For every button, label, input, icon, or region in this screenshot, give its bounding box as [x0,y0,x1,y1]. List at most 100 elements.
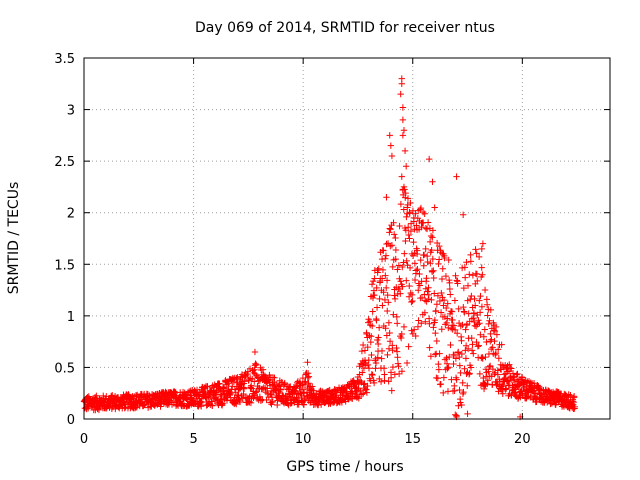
data-point [458,401,465,409]
data-point [376,295,383,303]
data-point [392,255,399,263]
data-point [372,365,379,372]
data-point [95,406,103,414]
y-tick-label: 0 [67,413,75,428]
data-point [279,392,286,399]
data-point [364,343,371,351]
data-point [452,355,460,362]
data-point [431,204,438,211]
data-point [430,274,437,282]
data-point [410,326,418,333]
data-point [475,317,482,324]
data-point [378,355,385,362]
data-point [447,341,454,349]
data-point [417,256,424,264]
data-point [471,302,479,309]
data-point [432,307,440,315]
data-point [406,235,413,242]
data-point [412,267,420,274]
data-point [479,240,487,247]
data-point [230,378,238,386]
data-point [410,238,417,246]
data-point [383,277,391,284]
data-point [409,297,416,305]
data-point [476,320,483,327]
data-point [499,390,506,397]
data-point [482,353,489,361]
data-point [403,277,410,284]
data-point [387,142,395,149]
data-point [452,272,459,279]
data-point [404,204,411,211]
data-point [374,269,381,276]
data-point [463,259,470,266]
data-point [368,351,375,359]
data-point [487,306,494,314]
data-point [399,132,407,139]
data-point [283,394,291,402]
data-point [403,359,411,367]
data-point [425,291,432,299]
data-point [234,391,241,399]
data-point [473,250,480,257]
data-point [471,318,478,326]
data-point [380,247,387,254]
data-point [424,219,432,226]
data-point [140,402,147,409]
data-point [438,326,445,333]
data-point [402,237,409,245]
data-point [388,241,396,249]
data-point [389,347,396,354]
data-point [424,258,431,266]
x-tick-label: 0 [80,432,88,447]
data-point [395,370,403,378]
data-point [305,373,313,380]
data-point [393,344,400,352]
data-point [481,286,489,294]
data-point [426,344,433,351]
data-point [442,321,449,328]
data-point [451,326,459,334]
data-point [489,344,496,351]
axis-ticks: 0 5 10 15 20 0 0.5 1 1.5 2 2.5 3 3.5 [54,52,610,447]
data-point [421,309,429,316]
data-point [405,343,412,350]
data-point [481,326,488,333]
data-point [464,282,472,289]
data-point [109,392,116,399]
data-point [375,324,383,331]
data-point [402,163,410,170]
data-point [461,308,468,316]
data-point [492,350,500,357]
data-point [364,361,372,369]
data-point [381,377,388,384]
data-point [445,364,452,371]
data-point [404,224,412,231]
data-point [378,347,386,355]
data-point [389,363,397,371]
data-point [393,313,401,321]
x-tick-label: 20 [514,432,531,447]
data-point [513,371,520,378]
data-point [379,266,387,274]
data-point [425,155,433,163]
data-point [357,377,364,385]
data-point [368,281,376,288]
data-point [459,211,467,218]
data-point [396,222,403,230]
data-point [418,219,425,227]
data-point [485,320,492,328]
data-point [259,366,267,373]
data-point [421,210,428,217]
data-point [248,382,255,389]
data-point [475,253,483,261]
data-point [209,402,216,409]
data-point [473,338,480,346]
data-point [455,348,462,356]
data-point [240,385,248,392]
data-point [436,242,443,250]
data-point [363,386,370,393]
data-point [433,337,440,345]
data-point [400,183,408,191]
data-point [125,391,132,398]
